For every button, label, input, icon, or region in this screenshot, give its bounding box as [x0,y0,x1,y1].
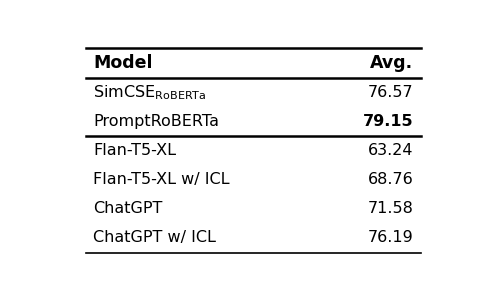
Text: PromptRoBERTa: PromptRoBERTa [94,114,219,129]
Text: Model: Model [94,54,153,72]
Text: 63.24: 63.24 [368,143,413,158]
Text: Avg.: Avg. [370,54,413,72]
Text: 76.19: 76.19 [368,230,413,246]
Text: Flan-T5-XL: Flan-T5-XL [94,143,177,158]
Text: SimCSE$_{\rm RoBERTa}$: SimCSE$_{\rm RoBERTa}$ [94,83,207,102]
Text: ChatGPT w/ ICL: ChatGPT w/ ICL [94,230,216,246]
Text: 76.57: 76.57 [368,85,413,100]
Text: 79.15: 79.15 [363,114,413,129]
Text: ChatGPT: ChatGPT [94,201,163,217]
Text: 68.76: 68.76 [368,172,413,187]
Text: Flan-T5-XL w/ ICL: Flan-T5-XL w/ ICL [94,172,230,187]
Text: 71.58: 71.58 [368,201,413,217]
